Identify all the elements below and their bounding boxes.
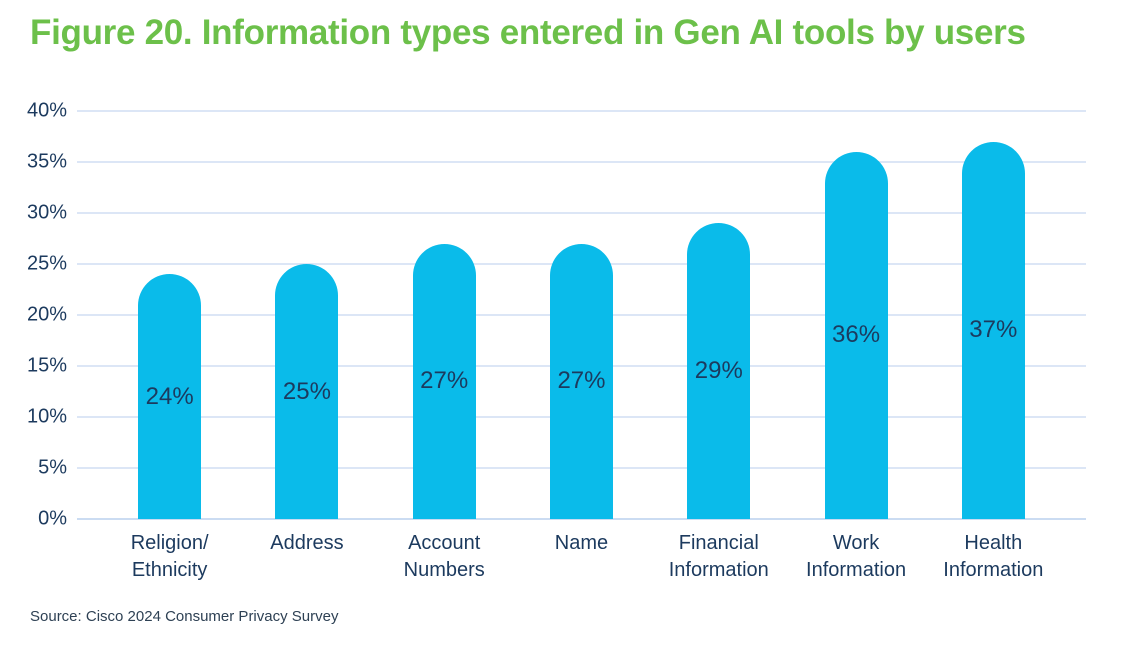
bar-slot: 24% <box>101 274 238 519</box>
bar-value-label: 27% <box>557 367 606 395</box>
bar-name: 27% <box>549 243 613 519</box>
bar-account-numbers: 27% <box>412 243 476 519</box>
bar-value-label: 37% <box>969 316 1018 344</box>
y-axis-tick-label: 25% <box>26 252 67 275</box>
bar-value-label: 29% <box>694 357 743 385</box>
x-axis-category-label: Address <box>238 530 375 584</box>
source-caption: Source: Cisco 2024 Consumer Privacy Surv… <box>30 608 339 625</box>
y-axis-tick-label: 30% <box>26 201 67 224</box>
y-axis-tick-label: 15% <box>26 354 67 377</box>
y-axis-tick-label: 10% <box>26 405 67 428</box>
bar-value-label: 36% <box>832 321 881 349</box>
bar-health-information: 37% <box>961 141 1025 519</box>
x-axis-category-label: Religion/Ethnicity <box>101 530 238 584</box>
bars-container: 24% 25% 27% 27% 29% 36% 37% <box>77 111 1086 519</box>
gridline <box>77 212 1086 214</box>
bar-religion-ethnicity: 24% <box>138 274 202 519</box>
chart-title: Figure 20. Information types entered in … <box>30 13 1026 52</box>
x-axis-label-line: Address <box>270 532 344 554</box>
bar-value-label: 27% <box>420 367 469 395</box>
x-axis-category-label: Health Information <box>925 530 1062 584</box>
x-axis-category-label: Name <box>513 530 650 584</box>
bar-slot: 29% <box>650 223 787 519</box>
x-axis-label-line: Account <box>408 532 481 554</box>
bar-slot: 27% <box>513 243 650 519</box>
x-axis-category-label: Account Numbers <box>376 530 513 584</box>
gridline <box>77 161 1086 163</box>
bar-slot: 36% <box>787 151 924 519</box>
y-axis-tick-label: 40% <box>26 99 67 122</box>
x-axis-label-line: Numbers <box>403 559 485 581</box>
x-axis-label-line: Financial <box>678 532 759 554</box>
y-axis-tick-label: 20% <box>26 303 67 326</box>
bar-financial-information: 29% <box>687 223 751 519</box>
bar-slot: 27% <box>376 243 513 519</box>
x-axis-category-label: Financial Information <box>650 530 787 584</box>
x-axis-label-line: Religion/ <box>130 532 209 554</box>
x-axis-baseline <box>77 518 1086 520</box>
x-axis-label-line: Name <box>554 532 609 554</box>
bar-slot: 25% <box>238 264 375 519</box>
bar-value-label: 24% <box>145 382 194 410</box>
x-axis-label-line: Health <box>964 532 1023 554</box>
y-axis-tick-label: 0% <box>38 507 67 530</box>
x-axis-label-line: Information <box>806 559 907 581</box>
plot-area: 24% 25% 27% 27% 29% 36% 37% Religion/Ethnicity… <box>27 100 1086 581</box>
bar-value-label: 25% <box>282 377 331 405</box>
bar-address: 25% <box>275 264 339 519</box>
x-axis-category-label: Work Information <box>787 530 924 584</box>
x-axis-label-line: Information <box>943 559 1044 581</box>
gridline <box>77 110 1086 112</box>
x-axis-labels: Religion/Ethnicity Address Account Numbers N… <box>77 530 1086 584</box>
y-axis-tick-label: 35% <box>26 150 67 173</box>
bar-work-information: 36% <box>824 151 888 519</box>
x-axis-label-line: Ethnicity <box>131 559 208 581</box>
bar-slot: 37% <box>925 141 1062 519</box>
x-axis-label-line: Information <box>668 559 769 581</box>
x-axis-label-line: Work <box>832 532 880 554</box>
y-axis-tick-label: 5% <box>38 456 67 479</box>
